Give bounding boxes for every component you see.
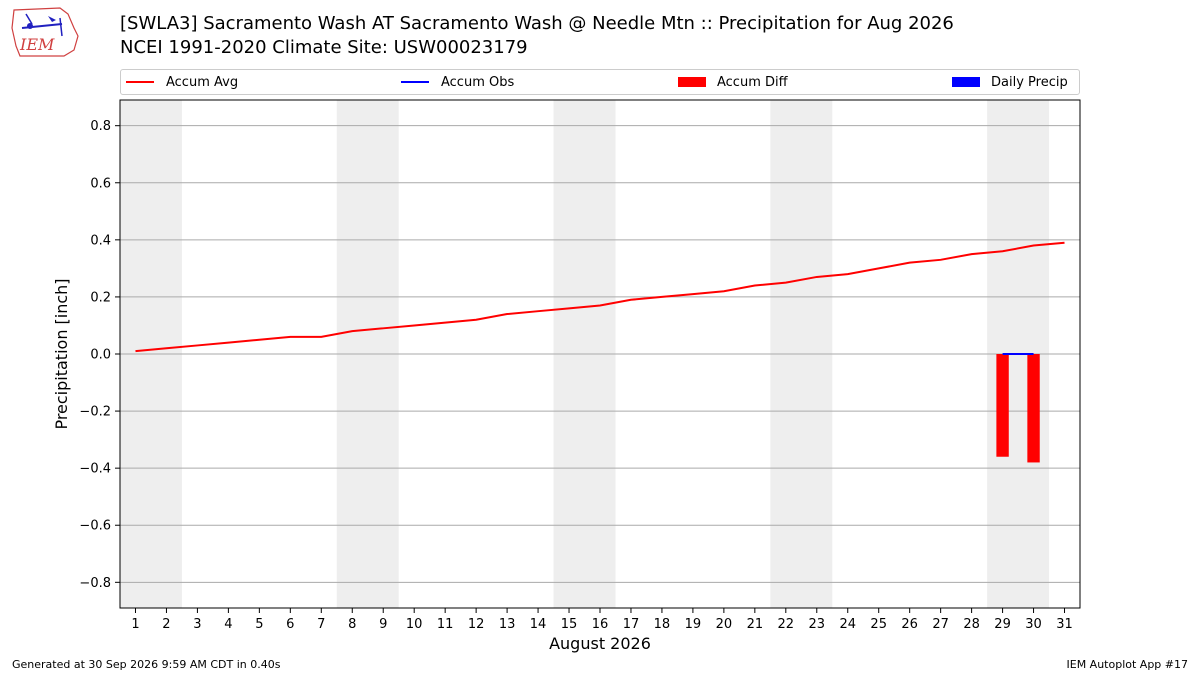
xtick-label-15: 16 [592, 617, 609, 632]
xtick-label-28: 29 [994, 617, 1011, 632]
chart-title: [SWLA3] Sacramento Wash AT Sacramento Wa… [120, 13, 954, 34]
logo-text: IEM [19, 35, 55, 54]
xtick-label-7: 8 [348, 617, 356, 632]
ytick-label-0: −0.8 [79, 576, 111, 591]
legend-swatch-daily-precip [952, 77, 980, 87]
bar-accum-diff-30 [1027, 354, 1040, 463]
xtick-label-1: 2 [162, 617, 170, 632]
xtick-label-11: 12 [468, 617, 485, 632]
generated-timestamp: Generated at 30 Sep 2026 9:59 AM CDT in … [12, 658, 281, 671]
xtick-label-18: 19 [685, 617, 702, 632]
xtick-label-9: 10 [406, 617, 423, 632]
legend-item-accum-obs: Accum Obs [401, 70, 514, 94]
xtick-label-21: 22 [778, 617, 795, 632]
ytick-label-2: −0.4 [79, 462, 111, 477]
xtick-label-16: 17 [623, 617, 640, 632]
xtick-label-0: 1 [131, 617, 139, 632]
ytick-label-4: 0.0 [90, 348, 111, 363]
iem-logo: IEM [11, 7, 79, 57]
x-axis-label: August 2026 [549, 634, 651, 653]
legend-item-accum-diff: Accum Diff [678, 70, 788, 94]
xtick-label-3: 4 [224, 617, 232, 632]
xtick-label-24: 25 [870, 617, 887, 632]
xtick-label-2: 3 [193, 617, 201, 632]
xtick-label-12: 13 [499, 617, 516, 632]
xtick-label-30: 31 [1056, 617, 1073, 632]
xtick-label-22: 23 [809, 617, 826, 632]
legend-swatch-accum-obs [401, 81, 429, 83]
xtick-label-17: 18 [654, 617, 671, 632]
legend-label-accum-obs: Accum Obs [441, 74, 515, 90]
xtick-label-4: 5 [255, 617, 263, 632]
xtick-label-10: 11 [437, 617, 454, 632]
bar-accum-diff-29 [996, 354, 1009, 457]
ytick-label-5: 0.2 [90, 290, 111, 305]
xtick-label-19: 20 [716, 617, 733, 632]
xtick-label-25: 26 [901, 617, 918, 632]
ytick-label-1: −0.6 [79, 519, 111, 534]
xtick-label-8: 9 [379, 617, 387, 632]
xtick-label-23: 24 [839, 617, 856, 632]
legend-swatch-accum-avg [126, 81, 154, 83]
ytick-label-6: 0.4 [90, 233, 111, 248]
xtick-label-13: 14 [530, 617, 547, 632]
y-axis-label: Precipitation [inch] [52, 278, 71, 429]
ytick-label-7: 0.6 [90, 176, 111, 191]
legend-item-daily-precip: Daily Precip [952, 70, 1068, 94]
legend-item-accum-avg: Accum Avg [126, 70, 238, 94]
ytick-label-8: 0.8 [90, 119, 111, 134]
xtick-label-6: 7 [317, 617, 325, 632]
legend-label-daily-precip: Daily Precip [991, 74, 1068, 90]
chart-subtitle: NCEI 1991-2020 Climate Site: USW00023179 [120, 37, 528, 58]
legend-label-accum-avg: Accum Avg [166, 74, 239, 90]
xtick-label-26: 27 [932, 617, 949, 632]
legend-swatch-accum-diff [678, 77, 706, 87]
xtick-label-14: 15 [561, 617, 578, 632]
xtick-label-5: 6 [286, 617, 294, 632]
xtick-label-20: 21 [747, 617, 764, 632]
line-accum-avg [135, 241, 1065, 353]
app-id: IEM Autoplot App #17 [1066, 658, 1189, 671]
xtick-label-27: 28 [963, 617, 980, 632]
ytick-label-3: −0.2 [79, 405, 111, 420]
legend: Accum Avg Accum Obs Accum Diff Daily Pre… [120, 69, 1080, 95]
legend-label-accum-diff: Accum Diff [717, 74, 788, 90]
xtick-label-29: 30 [1025, 617, 1042, 632]
